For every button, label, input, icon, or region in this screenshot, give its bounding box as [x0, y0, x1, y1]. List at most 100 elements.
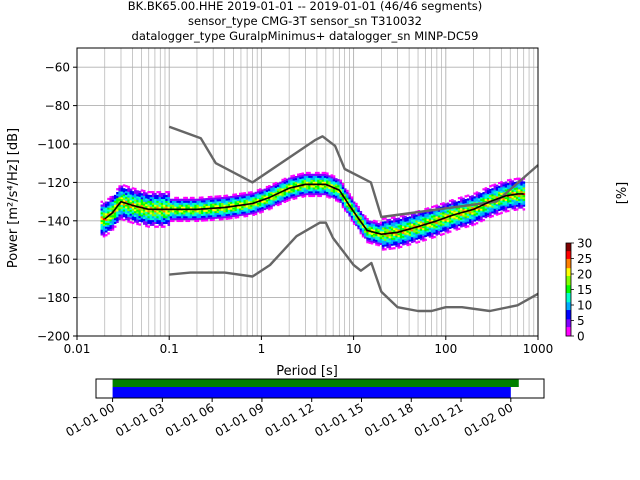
- psd-cell: [178, 216, 182, 219]
- psd-cell: [241, 207, 244, 211]
- psd-cell: [406, 232, 410, 235]
- psd-cell: [134, 218, 137, 221]
- psd-cell: [408, 220, 412, 223]
- psd-cell: [410, 231, 414, 234]
- psd-cell: [113, 225, 117, 228]
- psd-cell: [390, 241, 394, 244]
- psd-cell: [433, 224, 436, 227]
- colorbar-segment: [566, 295, 571, 298]
- psd-cell: [187, 200, 191, 203]
- psd-cell: [493, 195, 497, 198]
- psd-cell: [274, 191, 278, 194]
- coverage-x-tick-label: 01-01 09: [213, 400, 267, 439]
- psd-cell: [100, 227, 104, 230]
- psd-cell: [493, 202, 497, 205]
- psd-cell: [395, 243, 398, 246]
- psd-cell: [426, 214, 430, 218]
- psd-cell: [252, 194, 255, 197]
- psd-cell: [263, 207, 267, 211]
- psd-cell: [350, 202, 354, 205]
- colorbar-segment: [566, 306, 571, 309]
- psd-cell: [348, 200, 351, 204]
- psd-cell: [511, 182, 514, 185]
- psd-cell: [288, 181, 291, 184]
- psd-cell: [225, 215, 229, 218]
- psd-cell: [355, 212, 358, 215]
- psd-cell: [238, 211, 242, 215]
- psd-cell: [156, 217, 159, 221]
- psd-cell: [442, 202, 445, 205]
- psd-cell: [241, 209, 244, 212]
- psd-cell: [160, 194, 164, 198]
- psd-cell: [116, 193, 119, 197]
- psd-cell: [495, 209, 499, 212]
- psd-cell: [513, 191, 517, 194]
- psd-cell: [218, 195, 222, 198]
- psd-cell: [312, 194, 316, 198]
- psd-cell: [109, 215, 113, 218]
- psd-cell: [404, 233, 407, 236]
- psd-cell: [361, 231, 365, 234]
- psd-cell: [413, 215, 416, 218]
- psd-cell: [520, 183, 523, 186]
- psd-cell: [107, 218, 110, 222]
- psd-cell: [281, 192, 284, 195]
- psd-cell: [180, 216, 184, 219]
- psd-cell: [305, 175, 309, 178]
- psd-cell: [102, 219, 106, 223]
- psd-cell: [413, 232, 416, 235]
- psd-cell: [305, 181, 309, 184]
- psd-cell: [346, 191, 349, 194]
- x-tick-label: 1: [258, 342, 266, 356]
- psd-cell: [402, 239, 405, 242]
- psd-cell: [370, 223, 374, 226]
- psd-cell: [198, 200, 202, 203]
- psd-cell: [493, 196, 497, 200]
- psd-cell: [491, 192, 494, 195]
- psd-cell: [285, 197, 289, 201]
- psd-cell: [437, 221, 441, 224]
- psd-cell: [105, 213, 108, 216]
- psd-cell: [176, 198, 179, 201]
- psd-cell: [140, 197, 144, 200]
- psd-cell: [171, 216, 175, 219]
- psd-cell: [142, 211, 146, 214]
- psd-cell: [437, 213, 441, 216]
- psd-cell: [368, 228, 372, 231]
- psd-cell: [480, 193, 483, 196]
- psd-cell: [422, 222, 425, 225]
- psd-cell: [352, 216, 356, 220]
- psd-cell: [109, 201, 113, 205]
- psd-cell: [194, 216, 197, 219]
- psd-cell: [321, 175, 325, 178]
- psd-cell: [218, 216, 222, 219]
- psd-cell: [223, 202, 226, 205]
- psd-cell: [174, 210, 177, 213]
- psd-cell: [263, 196, 267, 199]
- psd-cell: [305, 171, 309, 175]
- psd-cell: [160, 221, 164, 224]
- psd-cell: [504, 210, 508, 213]
- psd-cell: [386, 240, 389, 243]
- psd-cell: [491, 215, 494, 218]
- psd-cell: [120, 210, 124, 213]
- psd-cell: [131, 200, 135, 203]
- psd-cell: [446, 219, 450, 223]
- psd-cell: [366, 225, 369, 228]
- psd-cell: [183, 198, 186, 201]
- psd-cell: [364, 232, 367, 235]
- psd-cell: [513, 206, 517, 210]
- psd-cell: [357, 223, 360, 226]
- psd-cell: [428, 229, 432, 232]
- psd-cell: [509, 180, 512, 183]
- psd-cell: [247, 204, 251, 208]
- psd-cell: [379, 238, 383, 242]
- psd-cell: [102, 235, 106, 238]
- psd-cell: [303, 177, 307, 180]
- psd-cell: [203, 202, 206, 205]
- colorbar-segment: [566, 278, 571, 281]
- psd-cell: [149, 212, 153, 215]
- psd-cell: [111, 213, 115, 216]
- psd-cell: [125, 198, 128, 201]
- psd-cell: [457, 218, 461, 221]
